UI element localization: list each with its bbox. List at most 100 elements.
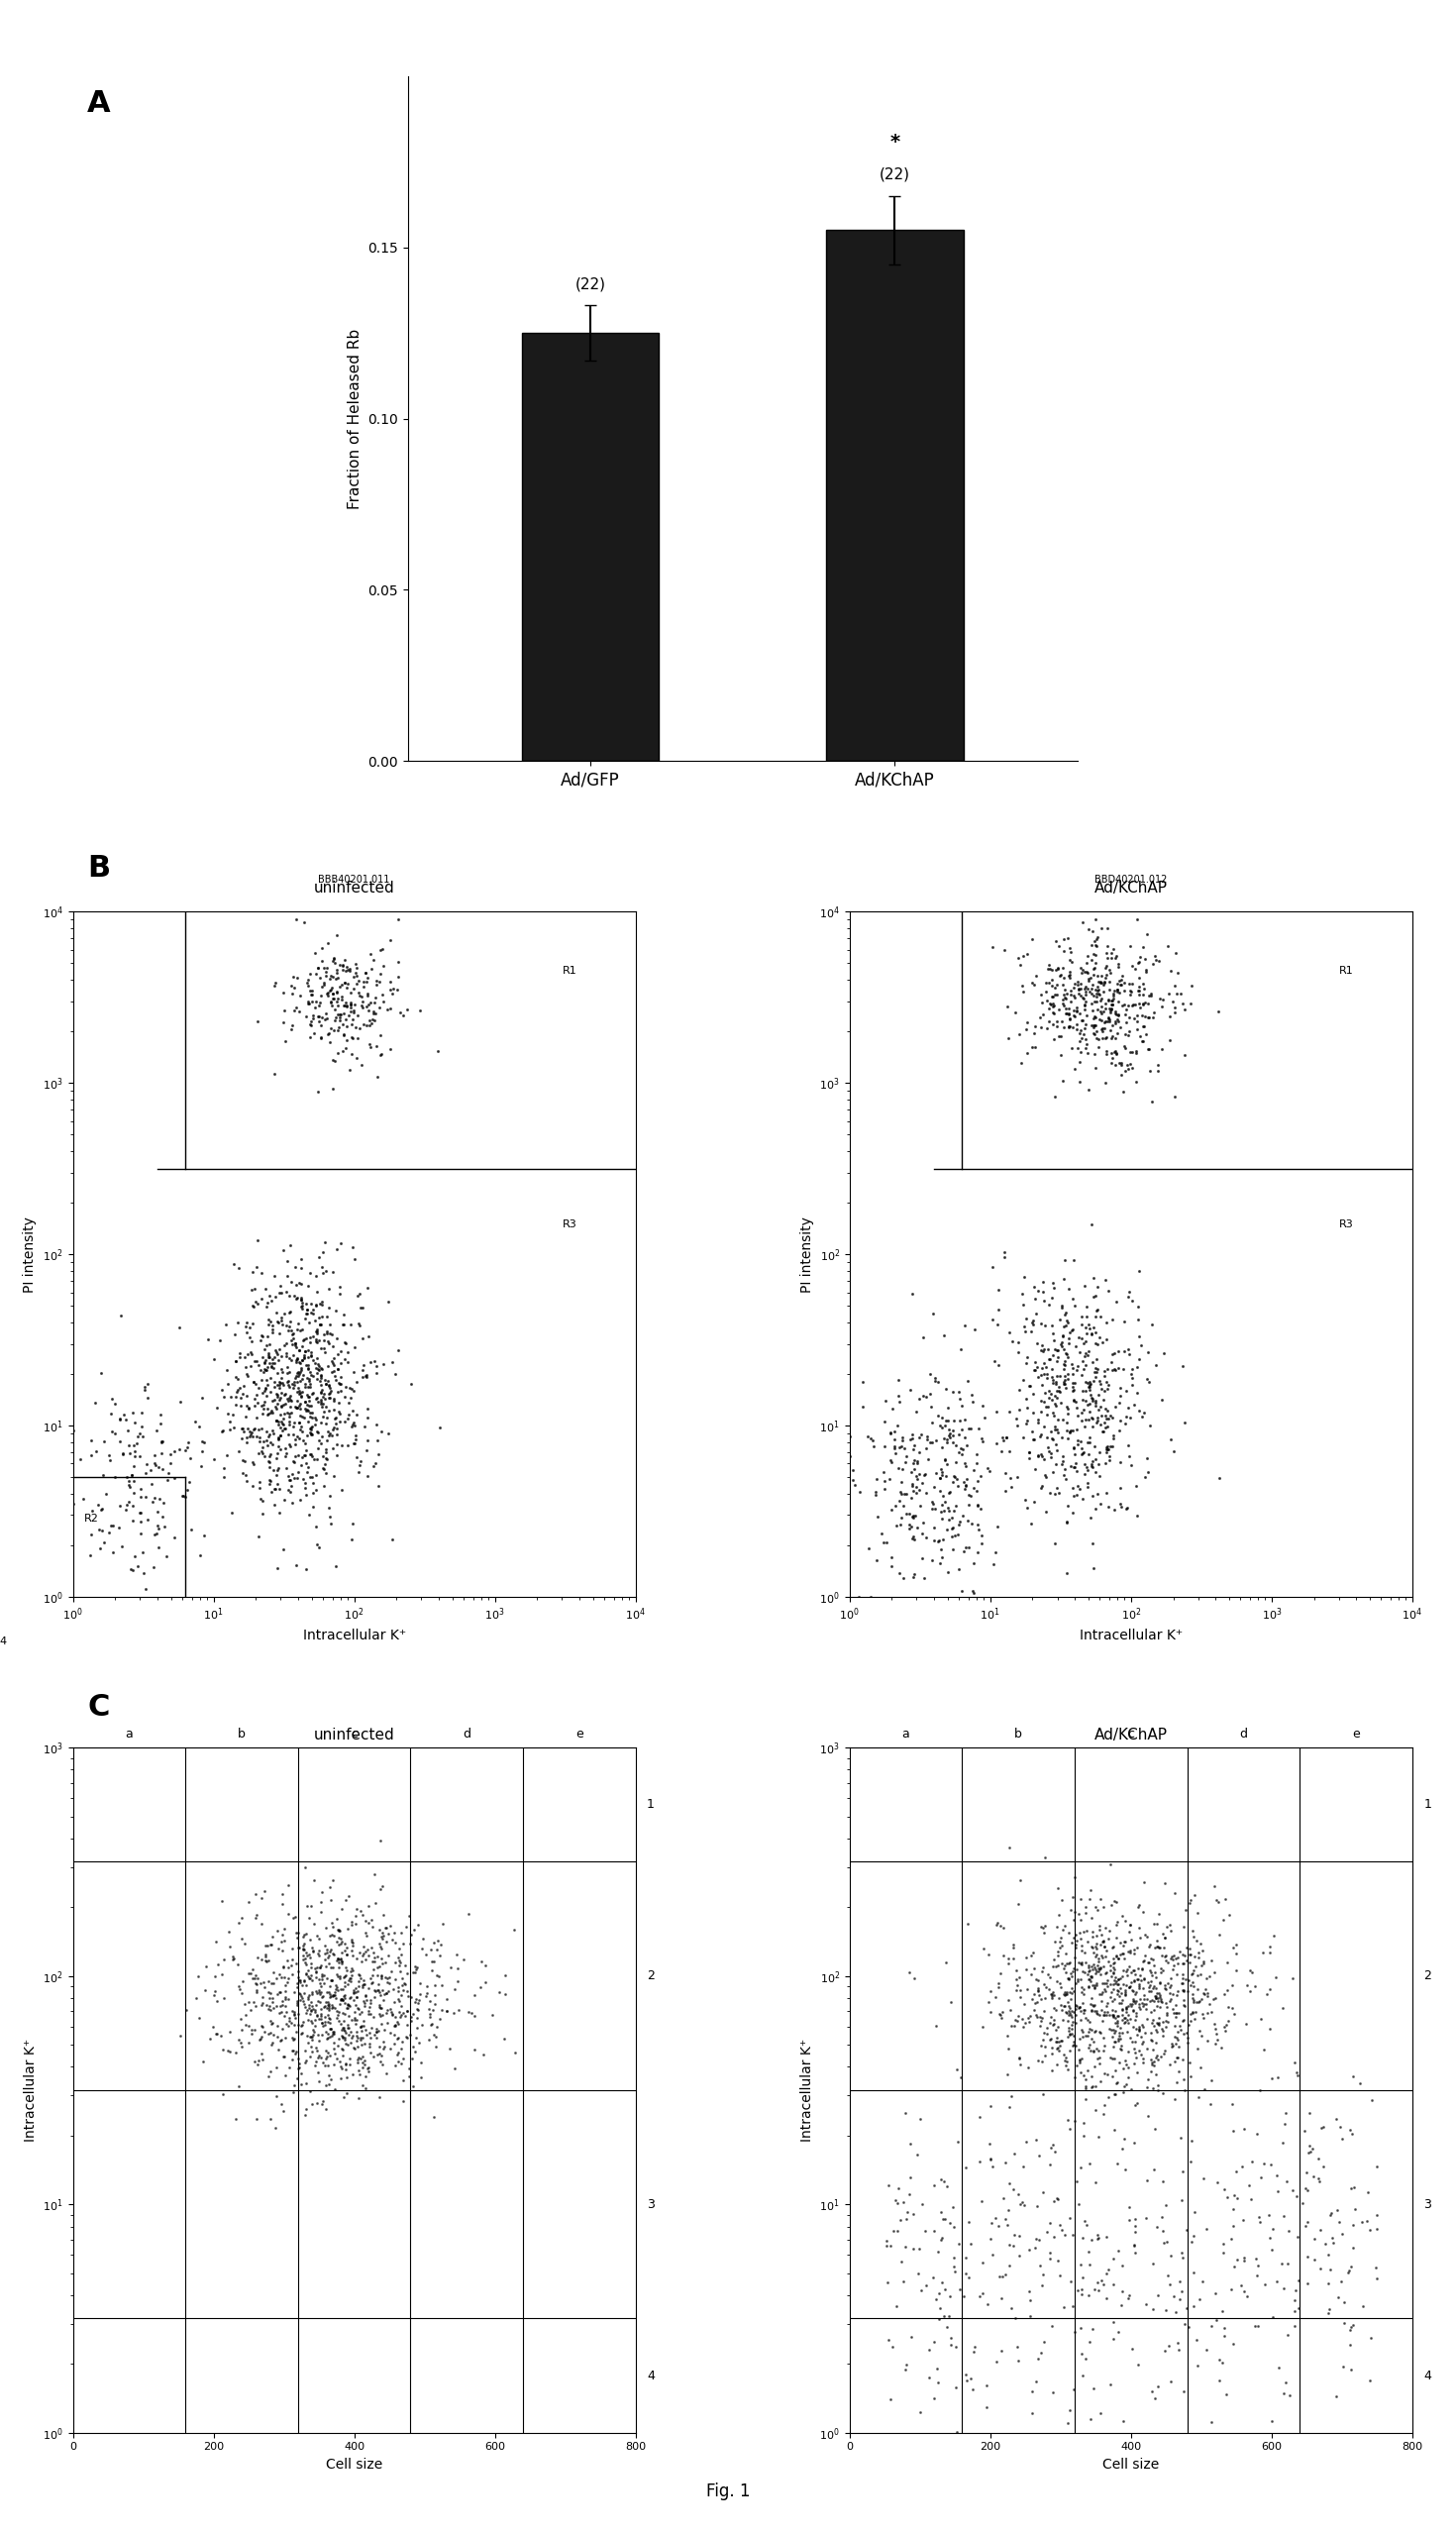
Point xyxy=(1124,1031,1147,1072)
Point xyxy=(1037,1969,1060,2009)
Point xyxy=(348,1994,371,2035)
Point xyxy=(1182,1966,1206,2007)
Point xyxy=(293,902,316,943)
Point xyxy=(121,1394,144,1434)
Point xyxy=(1243,2306,1267,2346)
Point xyxy=(386,943,409,983)
Point xyxy=(328,1959,351,1999)
Point xyxy=(1235,2004,1258,2045)
Point xyxy=(1050,1926,1073,1966)
Point xyxy=(333,1977,357,2017)
Point xyxy=(1032,2321,1056,2362)
Point xyxy=(1099,1427,1123,1467)
Point xyxy=(1077,1966,1101,2007)
Point xyxy=(1133,1941,1156,1982)
Point xyxy=(298,1318,322,1358)
Point xyxy=(266,2017,290,2058)
Point xyxy=(1112,1026,1136,1067)
Point xyxy=(339,1016,363,1057)
Point xyxy=(1085,1401,1108,1442)
Point xyxy=(281,1455,304,1495)
Point xyxy=(1098,950,1121,991)
Point xyxy=(114,1490,137,1531)
Point xyxy=(1171,1944,1194,1984)
Point xyxy=(405,2017,428,2058)
Point xyxy=(1054,993,1077,1034)
Point xyxy=(306,1997,329,2037)
Point xyxy=(976,2283,999,2324)
Point xyxy=(1067,968,1091,1009)
Point xyxy=(1265,2263,1289,2303)
Point xyxy=(1075,1029,1098,1069)
Point xyxy=(1104,2073,1127,2113)
Point xyxy=(298,1396,322,1437)
Point xyxy=(1085,981,1108,1021)
Point xyxy=(269,1992,293,2032)
Point xyxy=(1127,1287,1150,1328)
Point xyxy=(1125,2083,1149,2123)
Point xyxy=(1077,1366,1101,1406)
Point xyxy=(278,1305,301,1346)
Point xyxy=(304,981,328,1021)
Point xyxy=(1064,2025,1088,2065)
Point xyxy=(1077,1959,1101,1999)
Point xyxy=(298,1414,322,1455)
Point xyxy=(488,1971,511,2012)
Point xyxy=(1133,1936,1156,1977)
Point xyxy=(1112,1997,1136,2037)
Point xyxy=(1125,1495,1149,1536)
Point xyxy=(347,2040,370,2080)
Point xyxy=(352,1933,376,1974)
Point xyxy=(284,1343,307,1384)
Point xyxy=(1061,996,1085,1036)
Point xyxy=(351,2035,374,2075)
Point xyxy=(1239,2179,1262,2220)
Point xyxy=(268,1368,291,1409)
Point xyxy=(1080,1006,1104,1047)
Point xyxy=(1101,1300,1124,1340)
Point xyxy=(319,2009,342,2050)
Point xyxy=(294,1966,317,2007)
Point xyxy=(314,1928,338,1969)
Point xyxy=(1069,1470,1092,1510)
Point xyxy=(1127,971,1150,1011)
Point xyxy=(167,1429,191,1470)
Point xyxy=(274,1987,297,2027)
Point xyxy=(1054,1951,1077,1992)
Point xyxy=(351,1926,374,1966)
Point xyxy=(1050,2020,1073,2060)
Point xyxy=(1096,1348,1120,1389)
Point xyxy=(965,1470,989,1510)
Point xyxy=(1182,1982,1206,2022)
Point xyxy=(951,1495,974,1536)
Point xyxy=(322,1974,345,2015)
Point xyxy=(370,1956,393,1997)
Point xyxy=(1076,953,1099,993)
Point xyxy=(284,1340,307,1381)
Point xyxy=(1054,1503,1077,1543)
Point xyxy=(100,1505,124,1546)
Point xyxy=(329,1931,352,1971)
Point xyxy=(118,1467,141,1508)
Point xyxy=(173,1477,197,1518)
Point xyxy=(332,1977,355,2017)
Point xyxy=(425,1954,448,1994)
Point xyxy=(1121,983,1144,1024)
Point xyxy=(1025,1994,1048,2035)
Point xyxy=(383,1941,406,1982)
Point xyxy=(197,1318,220,1358)
Point xyxy=(256,1971,280,2012)
Point xyxy=(1172,1971,1195,2012)
Point xyxy=(185,1979,208,2020)
Point xyxy=(118,1460,141,1500)
Point xyxy=(1075,2205,1098,2245)
Point xyxy=(296,1885,319,1926)
Point xyxy=(920,1422,943,1462)
Point xyxy=(355,1916,379,1956)
Point xyxy=(890,1472,913,1513)
Point xyxy=(291,1928,314,1969)
Point xyxy=(1029,1381,1053,1422)
Point xyxy=(446,1961,469,2002)
Point xyxy=(955,1581,978,1622)
Point xyxy=(143,1444,166,1485)
